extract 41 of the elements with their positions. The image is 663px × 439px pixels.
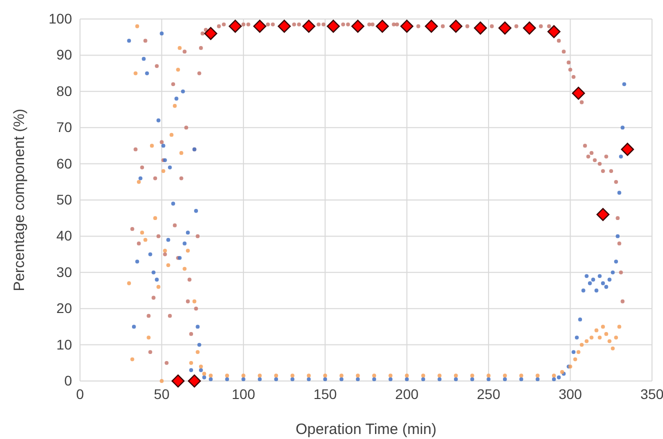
point (449, 20, 462, 33)
point (498, 22, 512, 35)
point (253, 20, 266, 33)
x-tick-label: 50 (154, 386, 170, 402)
point (547, 25, 560, 38)
x-tick-label: 150 (313, 386, 338, 402)
point (596, 208, 610, 221)
y-tick-label: 10 (56, 336, 72, 352)
point (188, 374, 201, 388)
x-tick-label: 100 (232, 386, 256, 402)
point (278, 20, 291, 33)
y-tick-label: 30 (56, 264, 72, 280)
point (474, 22, 487, 35)
point (376, 20, 389, 33)
point (228, 20, 242, 33)
x-tick-label: 200 (395, 386, 419, 402)
point (351, 20, 364, 33)
y-tick-label: 90 (56, 46, 72, 63)
y-tick-label: 60 (56, 155, 72, 172)
x-tick-label: 350 (640, 386, 663, 402)
point (400, 20, 414, 33)
y-axis-title: Percentage component (%) (11, 108, 28, 292)
x-axis-title: Operation Time (min) (296, 421, 436, 438)
y-tick-label: 70 (56, 119, 72, 136)
y-tick-label: 80 (56, 82, 72, 99)
y-tick-label: 20 (56, 300, 72, 316)
point (172, 374, 185, 388)
point (302, 20, 316, 33)
point (424, 20, 438, 33)
point (572, 86, 585, 100)
point (204, 26, 218, 40)
x-tick-label: 250 (476, 386, 500, 402)
point (522, 22, 536, 35)
point (326, 20, 340, 33)
y-tick-label: 100 (48, 10, 72, 26)
x-tick-label: 0 (76, 386, 84, 402)
point (620, 142, 634, 156)
y-tick-label: 40 (56, 228, 72, 244)
y-tick-label: 0 (64, 372, 72, 388)
x-tick-label: 300 (558, 386, 582, 402)
y-tick-label: 50 (56, 191, 72, 208)
